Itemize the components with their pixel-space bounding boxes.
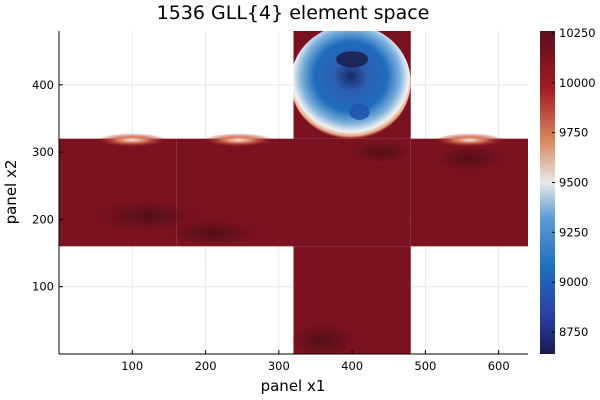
chart-title: 1536 GLL{4} element space xyxy=(157,2,430,24)
y-tick-label: 100 xyxy=(32,280,54,294)
field-variation xyxy=(168,220,257,245)
x-tick-label: 500 xyxy=(414,359,436,373)
colorbar-tick-label: 10000 xyxy=(559,76,596,90)
x-tick-label: 200 xyxy=(195,359,217,373)
colorbar-tick-label: 9500 xyxy=(559,176,588,190)
colorbar-gradient xyxy=(540,31,555,354)
field-variation xyxy=(95,201,199,231)
x-tick-label: 100 xyxy=(121,359,143,373)
field-dip xyxy=(434,133,505,147)
colorbar: 8750 9000 9250 9500 9750 10000 10250 xyxy=(540,26,596,354)
colorbar-tick-label: 9250 xyxy=(559,225,588,239)
colorbar-tick-label: 8750 xyxy=(559,325,588,339)
x-tick-label: 600 xyxy=(488,359,510,373)
heatmap-field xyxy=(59,31,528,354)
field-variation xyxy=(436,146,503,171)
low-pressure-region xyxy=(293,31,411,139)
y-tick-label: 300 xyxy=(32,145,54,159)
x-tick-label: 300 xyxy=(268,359,290,373)
x-tick-label: 400 xyxy=(341,359,363,373)
colorbar-tick-label: 9750 xyxy=(559,126,588,140)
y-tick-label: 200 xyxy=(32,212,54,226)
field-dip xyxy=(203,133,274,147)
field-variation xyxy=(289,323,356,354)
field-variation xyxy=(352,142,411,163)
colorbar-tick-label: 10250 xyxy=(559,26,596,40)
field-dip xyxy=(97,133,168,147)
colorbar-tick-label: 9000 xyxy=(559,275,588,289)
x-axis-label: panel x1 xyxy=(261,377,326,395)
axes: 100 200 300 400 500 600 100 200 300 400 xyxy=(32,31,528,373)
y-axis-label: panel x2 xyxy=(2,160,20,225)
y-tick-label: 400 xyxy=(32,78,54,92)
